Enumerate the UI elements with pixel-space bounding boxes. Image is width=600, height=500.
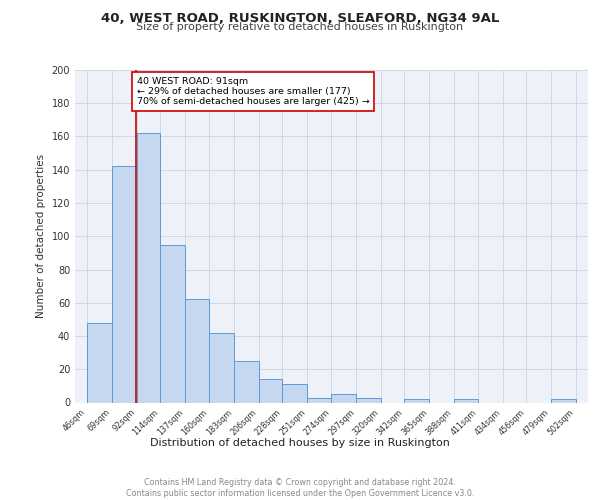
Text: 40, WEST ROAD, RUSKINGTON, SLEAFORD, NG34 9AL: 40, WEST ROAD, RUSKINGTON, SLEAFORD, NG3… bbox=[101, 12, 499, 26]
Text: 40 WEST ROAD: 91sqm
← 29% of detached houses are smaller (177)
70% of semi-detac: 40 WEST ROAD: 91sqm ← 29% of detached ho… bbox=[137, 76, 370, 106]
Text: Size of property relative to detached houses in Ruskington: Size of property relative to detached ho… bbox=[136, 22, 464, 32]
Bar bbox=[282, 384, 307, 402]
Bar bbox=[551, 399, 575, 402]
Bar bbox=[307, 398, 331, 402]
Bar bbox=[209, 332, 234, 402]
Bar bbox=[404, 399, 429, 402]
Bar bbox=[137, 133, 160, 402]
Bar bbox=[185, 300, 209, 403]
Bar bbox=[356, 398, 381, 402]
Bar bbox=[259, 379, 282, 402]
Text: Contains HM Land Registry data © Crown copyright and database right 2024.
Contai: Contains HM Land Registry data © Crown c… bbox=[126, 478, 474, 498]
Text: Distribution of detached houses by size in Ruskington: Distribution of detached houses by size … bbox=[150, 438, 450, 448]
Bar bbox=[112, 166, 137, 402]
Bar bbox=[454, 399, 478, 402]
Y-axis label: Number of detached properties: Number of detached properties bbox=[36, 154, 46, 318]
Bar bbox=[331, 394, 356, 402]
Bar bbox=[160, 244, 185, 402]
Bar bbox=[234, 361, 259, 403]
Bar bbox=[88, 322, 112, 402]
